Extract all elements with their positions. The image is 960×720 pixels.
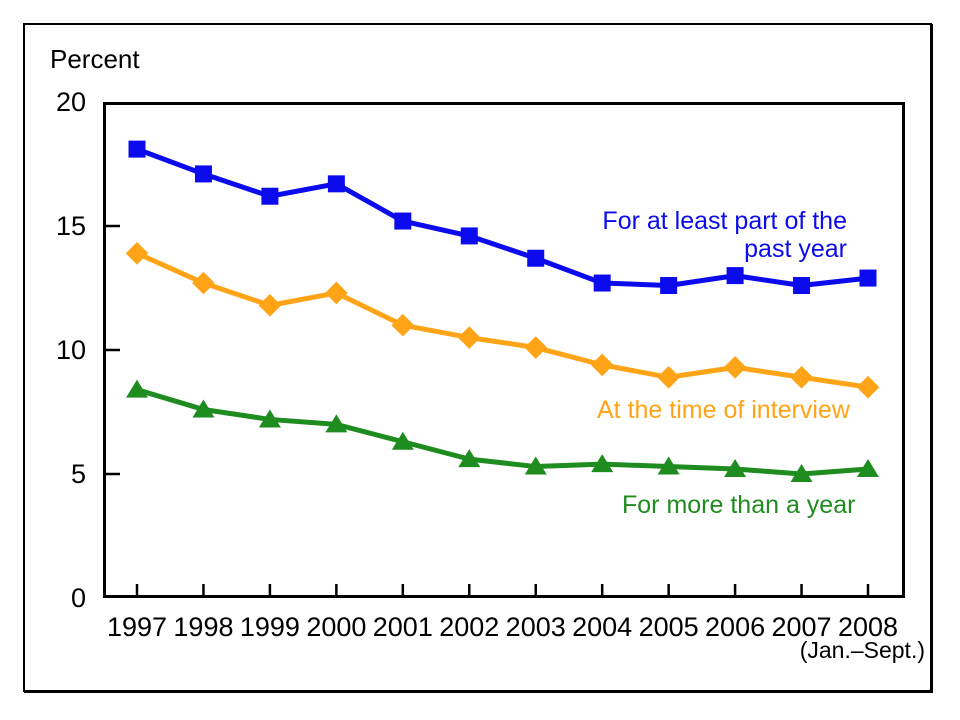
marker-triangle-more-than-year [591, 454, 614, 473]
marker-diamond-interview [192, 271, 215, 295]
marker-diamond-interview [723, 356, 747, 379]
series-line-interview [134, 250, 871, 390]
marker-square-part-year [261, 187, 279, 205]
y-tick-label: 20 [55, 87, 86, 117]
series-label-part-year: For at least part of the past year [560, 207, 847, 263]
plot-area [103, 102, 905, 598]
marker-triangle-more-than-year [126, 379, 148, 398]
marker-diamond-interview [790, 365, 813, 389]
x-tick-label: 2006 [705, 612, 766, 642]
marker-diamond-interview [125, 241, 149, 265]
series-line-more-than-year [134, 387, 871, 477]
x-tick-label: 1998 [173, 612, 234, 642]
y-tick-label: 10 [55, 335, 86, 365]
series-line-part-year [134, 146, 871, 289]
series-label-part-year-line1: For at least part of the [602, 207, 847, 235]
y-tick-label: 0 [70, 583, 86, 613]
marker-diamond-interview [457, 326, 481, 349]
marker-square-part-year [793, 277, 811, 295]
marker-diamond-interview [856, 375, 880, 399]
plot-frame [103, 102, 905, 598]
marker-diamond-interview [391, 313, 415, 337]
marker-square-part-year [460, 227, 478, 245]
marker-square-part-year [394, 212, 412, 230]
y-axis-title: Percent [50, 44, 140, 74]
series-label-interview: At the time of interview [597, 396, 850, 424]
x-tick-label: 2008 [837, 612, 899, 642]
marker-square-part-year [593, 274, 611, 292]
chart-border-frame [23, 23, 932, 692]
marker-triangle-more-than-year [657, 456, 680, 475]
marker-square-part-year [527, 249, 545, 267]
x-tick-label: 2007 [771, 612, 832, 642]
marker-triangle-more-than-year [458, 449, 481, 468]
marker-square-part-year [726, 267, 744, 285]
marker-square-part-year [128, 140, 146, 158]
marker-triangle-more-than-year [790, 464, 813, 482]
marker-diamond-interview [657, 365, 680, 389]
series-label-part-year-line2: past year [744, 235, 847, 263]
marker-triangle-more-than-year [391, 431, 414, 450]
x-tick-label: 1999 [239, 612, 300, 642]
marker-diamond-interview [524, 336, 548, 359]
marker-diamond-interview [590, 353, 614, 377]
marker-square-part-year [859, 269, 877, 287]
x-tick-label: 2005 [638, 612, 699, 642]
marker-triangle-more-than-year [724, 459, 747, 478]
x-tick-label: 2003 [505, 612, 566, 642]
marker-triangle-more-than-year [857, 459, 879, 478]
y-tick-label: 15 [55, 211, 86, 241]
marker-triangle-more-than-year [258, 409, 281, 428]
x-tick-label: 2004 [572, 612, 633, 642]
marker-triangle-more-than-year [192, 399, 215, 418]
marker-square-part-year [660, 277, 678, 295]
x-tick-label: 2000 [306, 612, 367, 642]
x-axis-note: (Jan.–Sept.) [799, 637, 925, 663]
series-label-more-than-year: For more than a year [622, 491, 856, 519]
marker-diamond-interview [325, 281, 348, 305]
x-tick-label: 1997 [106, 612, 168, 642]
marker-triangle-more-than-year [325, 414, 348, 433]
marker-diamond-interview [258, 294, 282, 317]
marker-square-part-year [327, 175, 345, 193]
y-tick-label: 5 [70, 459, 86, 489]
marker-triangle-more-than-year [524, 456, 547, 475]
x-tick-label: 2001 [372, 612, 433, 642]
marker-square-part-year [194, 165, 212, 183]
x-tick-label: 2002 [439, 612, 500, 642]
